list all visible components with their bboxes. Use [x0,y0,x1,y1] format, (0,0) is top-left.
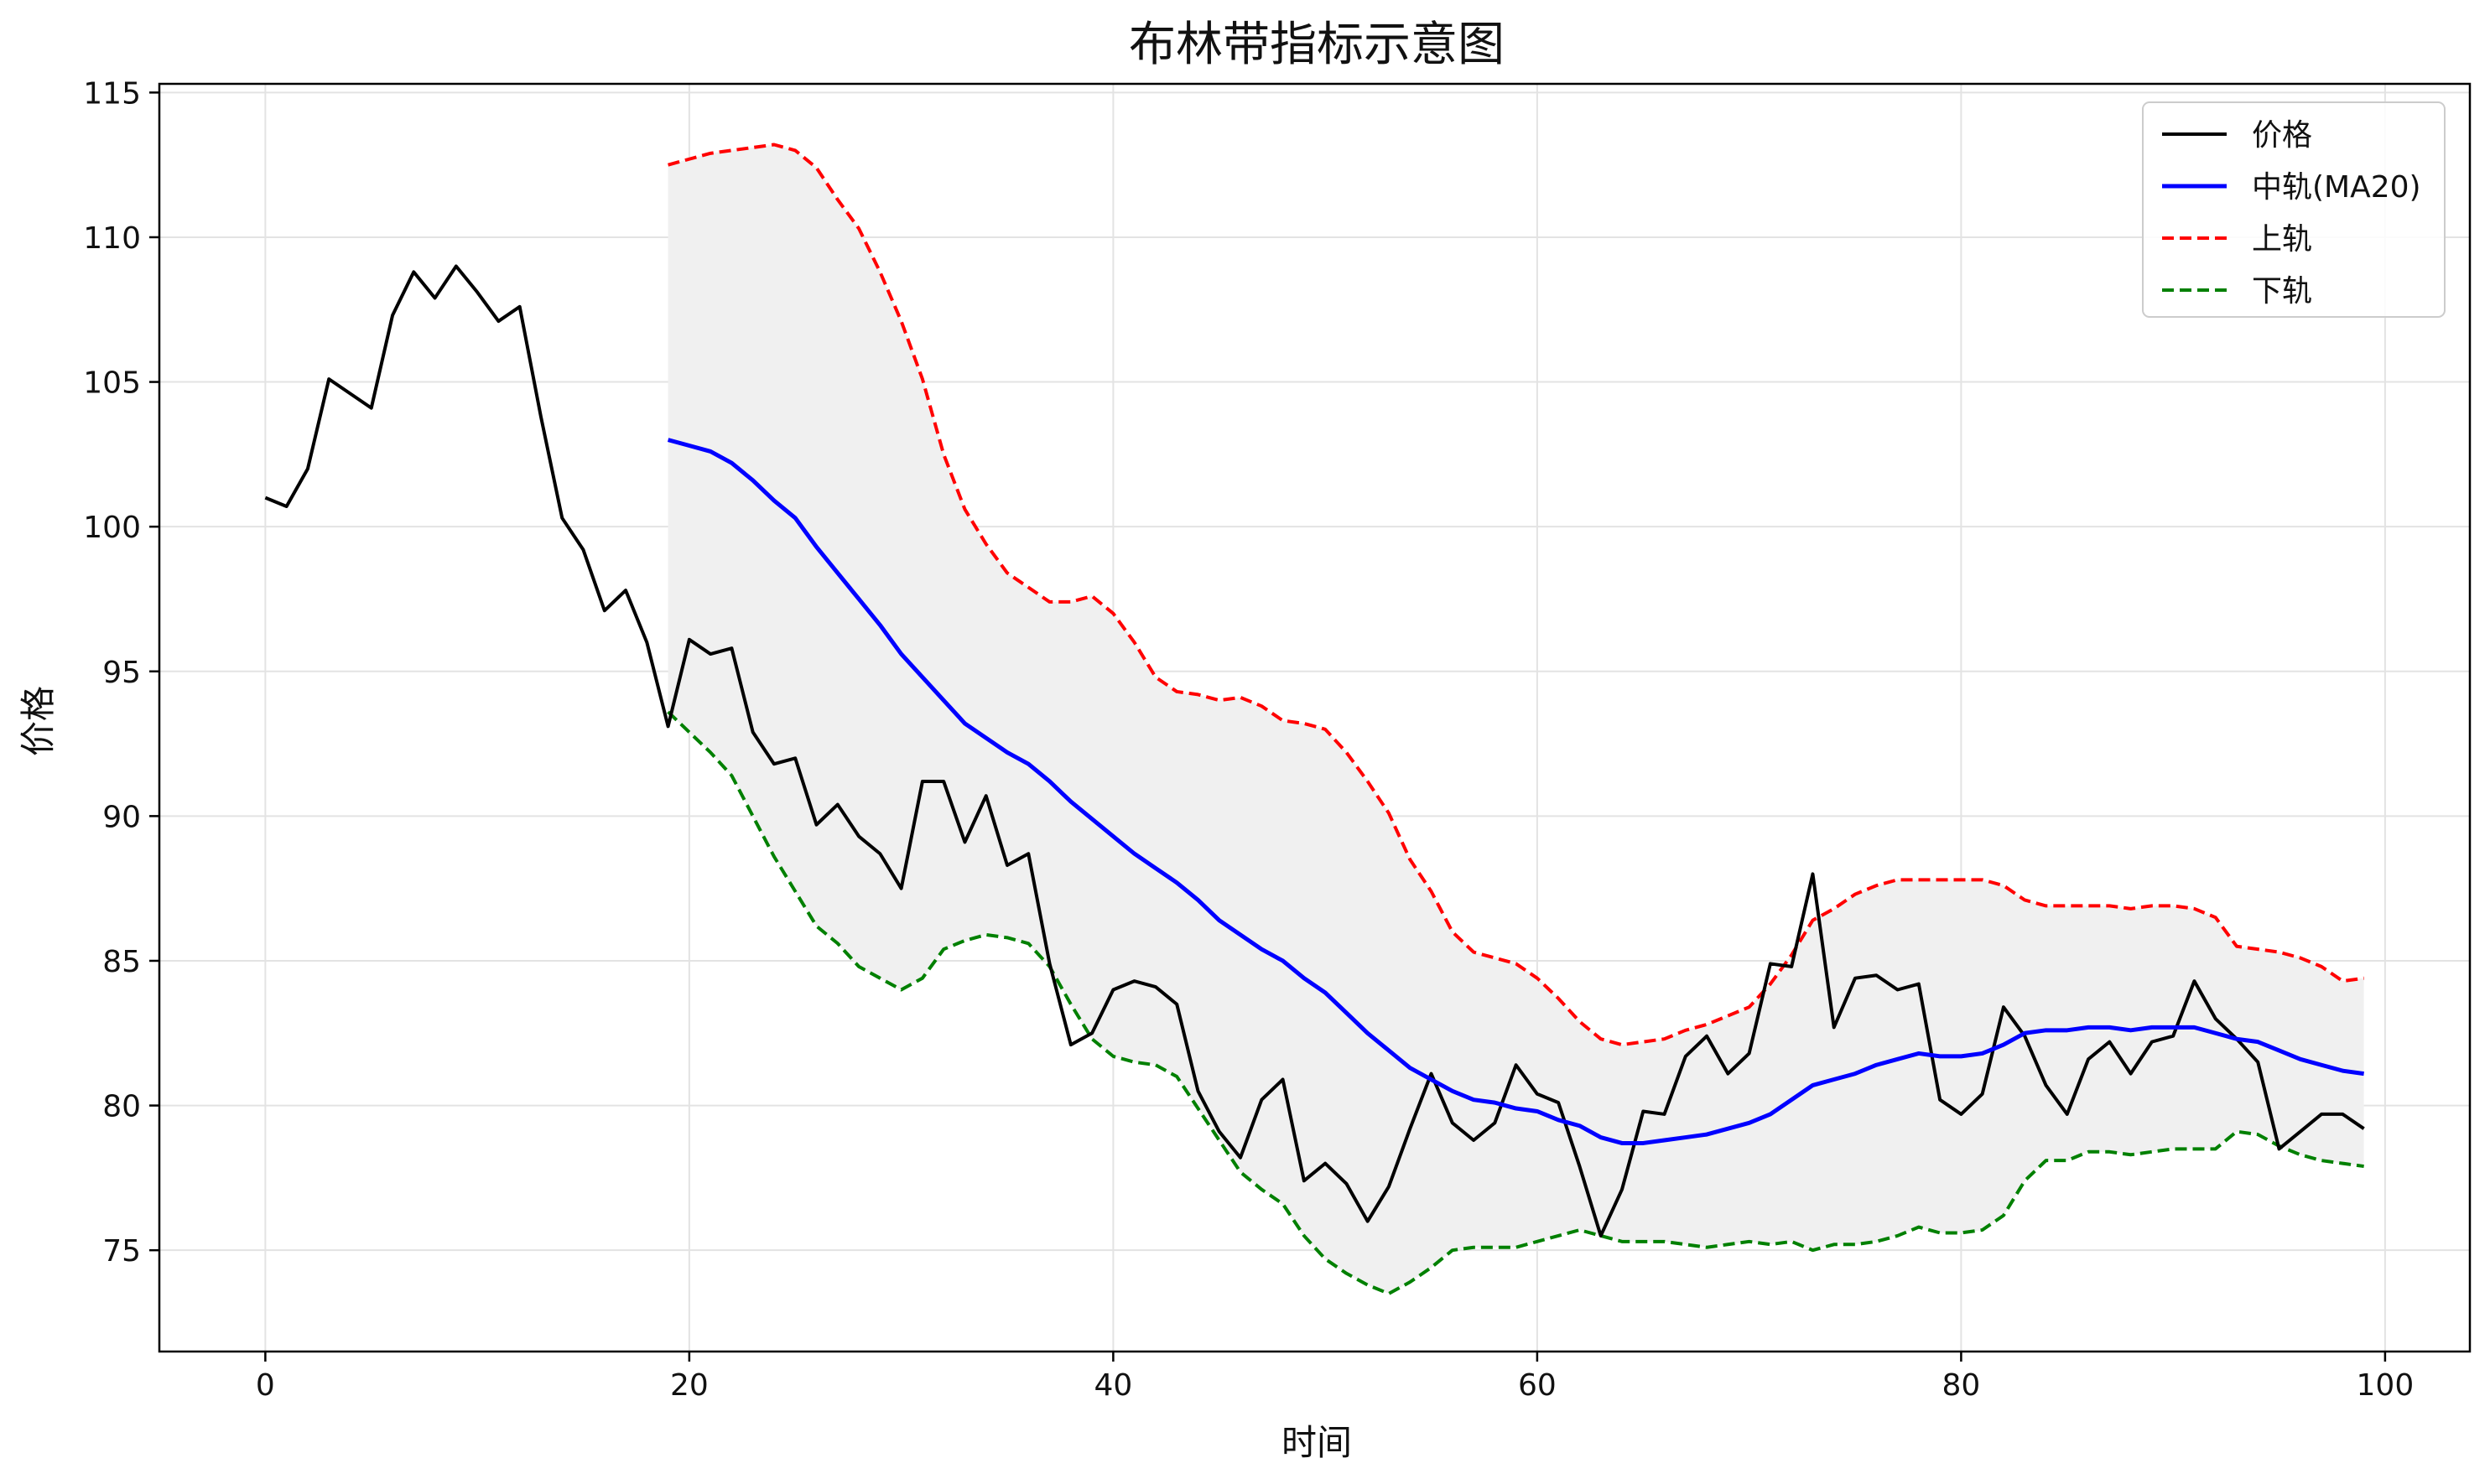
legend-item-upper: 上轨 [2162,222,2312,257]
legend-label: 下轨 [2252,274,2312,309]
band-area [668,144,2364,1294]
series-lines [264,143,2365,1295]
bollinger-band-fill [668,144,2364,1294]
x-tick-label: 60 [1518,1368,1557,1403]
legend-label: 中轨(MA20) [2252,170,2421,205]
x-tick-label: 100 [2357,1368,2415,1403]
chart-title: 布林带指标示意图 [1129,18,1505,72]
plot-frame [158,82,2472,1353]
legend-label: 价格 [2252,118,2312,153]
legend-item-price: 价格 [2162,118,2312,153]
legend-item-lower: 下轨 [2162,274,2312,309]
y-tick-label: 75 [102,1234,141,1269]
y-tick-label: 95 [102,656,141,690]
upper-band-line [668,143,2364,1047]
price-line [264,264,2365,1238]
x-tick-label: 80 [1942,1368,1980,1403]
legend-box [2142,101,2446,318]
y-axis-label: 价格 [18,686,59,756]
y-tick-label: 90 [102,800,141,834]
x-axis-label: 时间 [1281,1422,1352,1463]
y-tick-label: 115 [83,76,141,111]
y-tick-label: 105 [83,366,141,401]
y-tick-label: 80 [102,1090,141,1124]
y-axis-ticks: 75 80 85 90 95 100 105 110 115 [83,76,159,1269]
y-tick-label: 110 [83,221,141,256]
y-tick-label: 85 [102,945,141,979]
middle-band-line [667,438,2364,1145]
lower-band-line [667,710,2364,1295]
y-tick-label: 100 [83,511,141,545]
x-tick-label: 0 [256,1368,275,1403]
x-axis-ticks: 0 20 40 60 80 100 [256,1352,2414,1403]
legend-label: 上轨 [2252,222,2312,257]
x-tick-label: 20 [670,1368,709,1403]
x-tick-label: 40 [1094,1368,1132,1403]
legend-item-middle: 中轨(MA20) [2162,170,2421,205]
